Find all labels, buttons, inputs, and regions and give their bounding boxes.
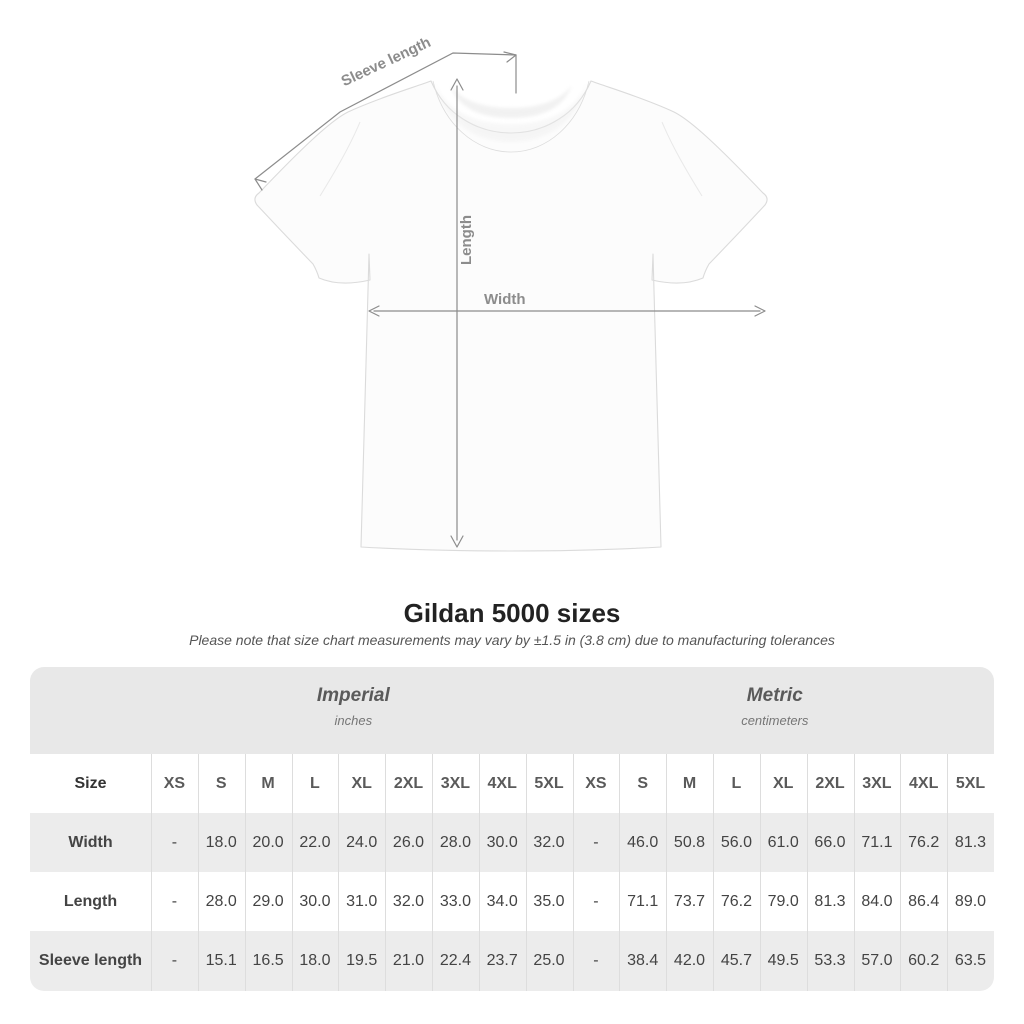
svg-text:Length: Length [458,215,475,265]
svg-text:Width: Width [484,291,526,308]
svg-text:Sleeve length: Sleeve length [339,34,434,90]
